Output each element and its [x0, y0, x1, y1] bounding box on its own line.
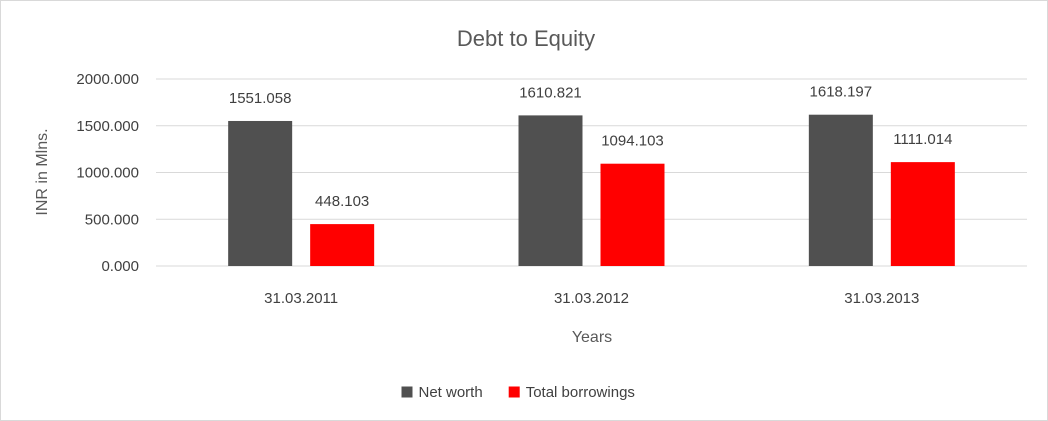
- legend-label: Net worth: [419, 384, 483, 401]
- legend-swatch: [508, 386, 520, 398]
- data-label: 1094.103: [601, 133, 664, 150]
- y-tick-label: 0.000: [101, 258, 139, 275]
- bar-net-worth-31.03.2012: [518, 115, 583, 266]
- data-label: 1610.821: [519, 84, 582, 101]
- y-tick-label: 2000.000: [76, 71, 139, 88]
- x-tick-label: 31.03.2013: [844, 290, 919, 307]
- bar-net-worth-31.03.2013: [808, 114, 873, 266]
- bar-total-borrowings-31.03.2012: [600, 163, 665, 266]
- x-tick-label: 31.03.2011: [264, 290, 338, 307]
- y-axis-title: INR in Mlns.: [34, 128, 51, 215]
- x-axis-title: Years: [572, 329, 612, 346]
- bar-total-borrowings-31.03.2013: [890, 162, 955, 266]
- y-axis-ticks: 0.000 500.000 1000.000 1500.000 2000.000: [76, 71, 139, 275]
- bars: [228, 114, 955, 266]
- bar-net-worth-31.03.2011: [228, 120, 293, 266]
- x-tick-label: 31.03.2012: [554, 290, 629, 307]
- x-axis-ticks: 31.03.2011 31.03.2012 31.03.2013: [264, 290, 919, 307]
- chart-title: Debt to Equity: [457, 26, 595, 51]
- data-label: 1111.014: [893, 131, 952, 148]
- y-tick-label: 500.000: [85, 211, 139, 228]
- legend-label: Total borrowings: [526, 384, 635, 401]
- legend: Net worth Total borrowings: [401, 384, 635, 401]
- data-label: 1551.058: [229, 90, 292, 107]
- gridlines: [156, 78, 1027, 267]
- data-labels: 1551.058 448.103 1610.821 1094.103 1618.197 1…: [229, 84, 953, 210]
- legend-swatch: [401, 386, 413, 398]
- y-tick-label: 1500.000: [76, 118, 139, 135]
- data-label: 448.103: [315, 193, 369, 210]
- bar-total-borrowings-31.03.2011: [310, 224, 375, 266]
- y-tick-label: 1000.000: [76, 165, 139, 182]
- data-label: 1618.197: [810, 84, 873, 101]
